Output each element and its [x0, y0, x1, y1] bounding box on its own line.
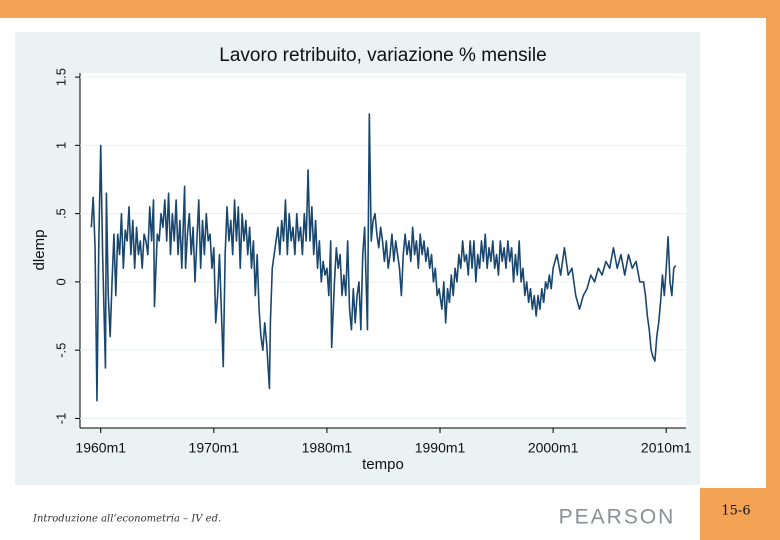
x-tick-label: 1970m1 — [189, 440, 240, 456]
footer-text: Introduzione all’econometria – IV ed. — [32, 514, 221, 525]
y-tick-label: 1 — [53, 142, 68, 149]
y-tick-label: -1 — [53, 413, 68, 425]
top-band — [0, 0, 780, 18]
x-axis-title: tempo — [362, 456, 404, 473]
x-tick-label: 1960m1 — [75, 440, 126, 456]
y-tick-label: -.5 — [53, 343, 68, 358]
x-tick-label: 1990m1 — [415, 440, 466, 456]
x-tick-label: 2010m1 — [641, 440, 692, 456]
right-band — [766, 0, 780, 488]
x-tick-label: 2000m1 — [528, 440, 579, 456]
chart-title: Lavoro retribuito, variazione % mensile — [219, 45, 546, 66]
data-line — [90, 113, 677, 402]
page-box — [700, 488, 780, 540]
x-tick-label: 1980m1 — [302, 440, 353, 456]
brand: PEARSON — [559, 506, 676, 529]
y-axis-title: dlemp — [31, 230, 48, 271]
y-tick-label: 0 — [53, 278, 68, 285]
y-tick-label: 1.5 — [53, 68, 68, 86]
page-number: 15-6 — [721, 504, 750, 519]
y-tick-label: .5 — [53, 208, 68, 219]
